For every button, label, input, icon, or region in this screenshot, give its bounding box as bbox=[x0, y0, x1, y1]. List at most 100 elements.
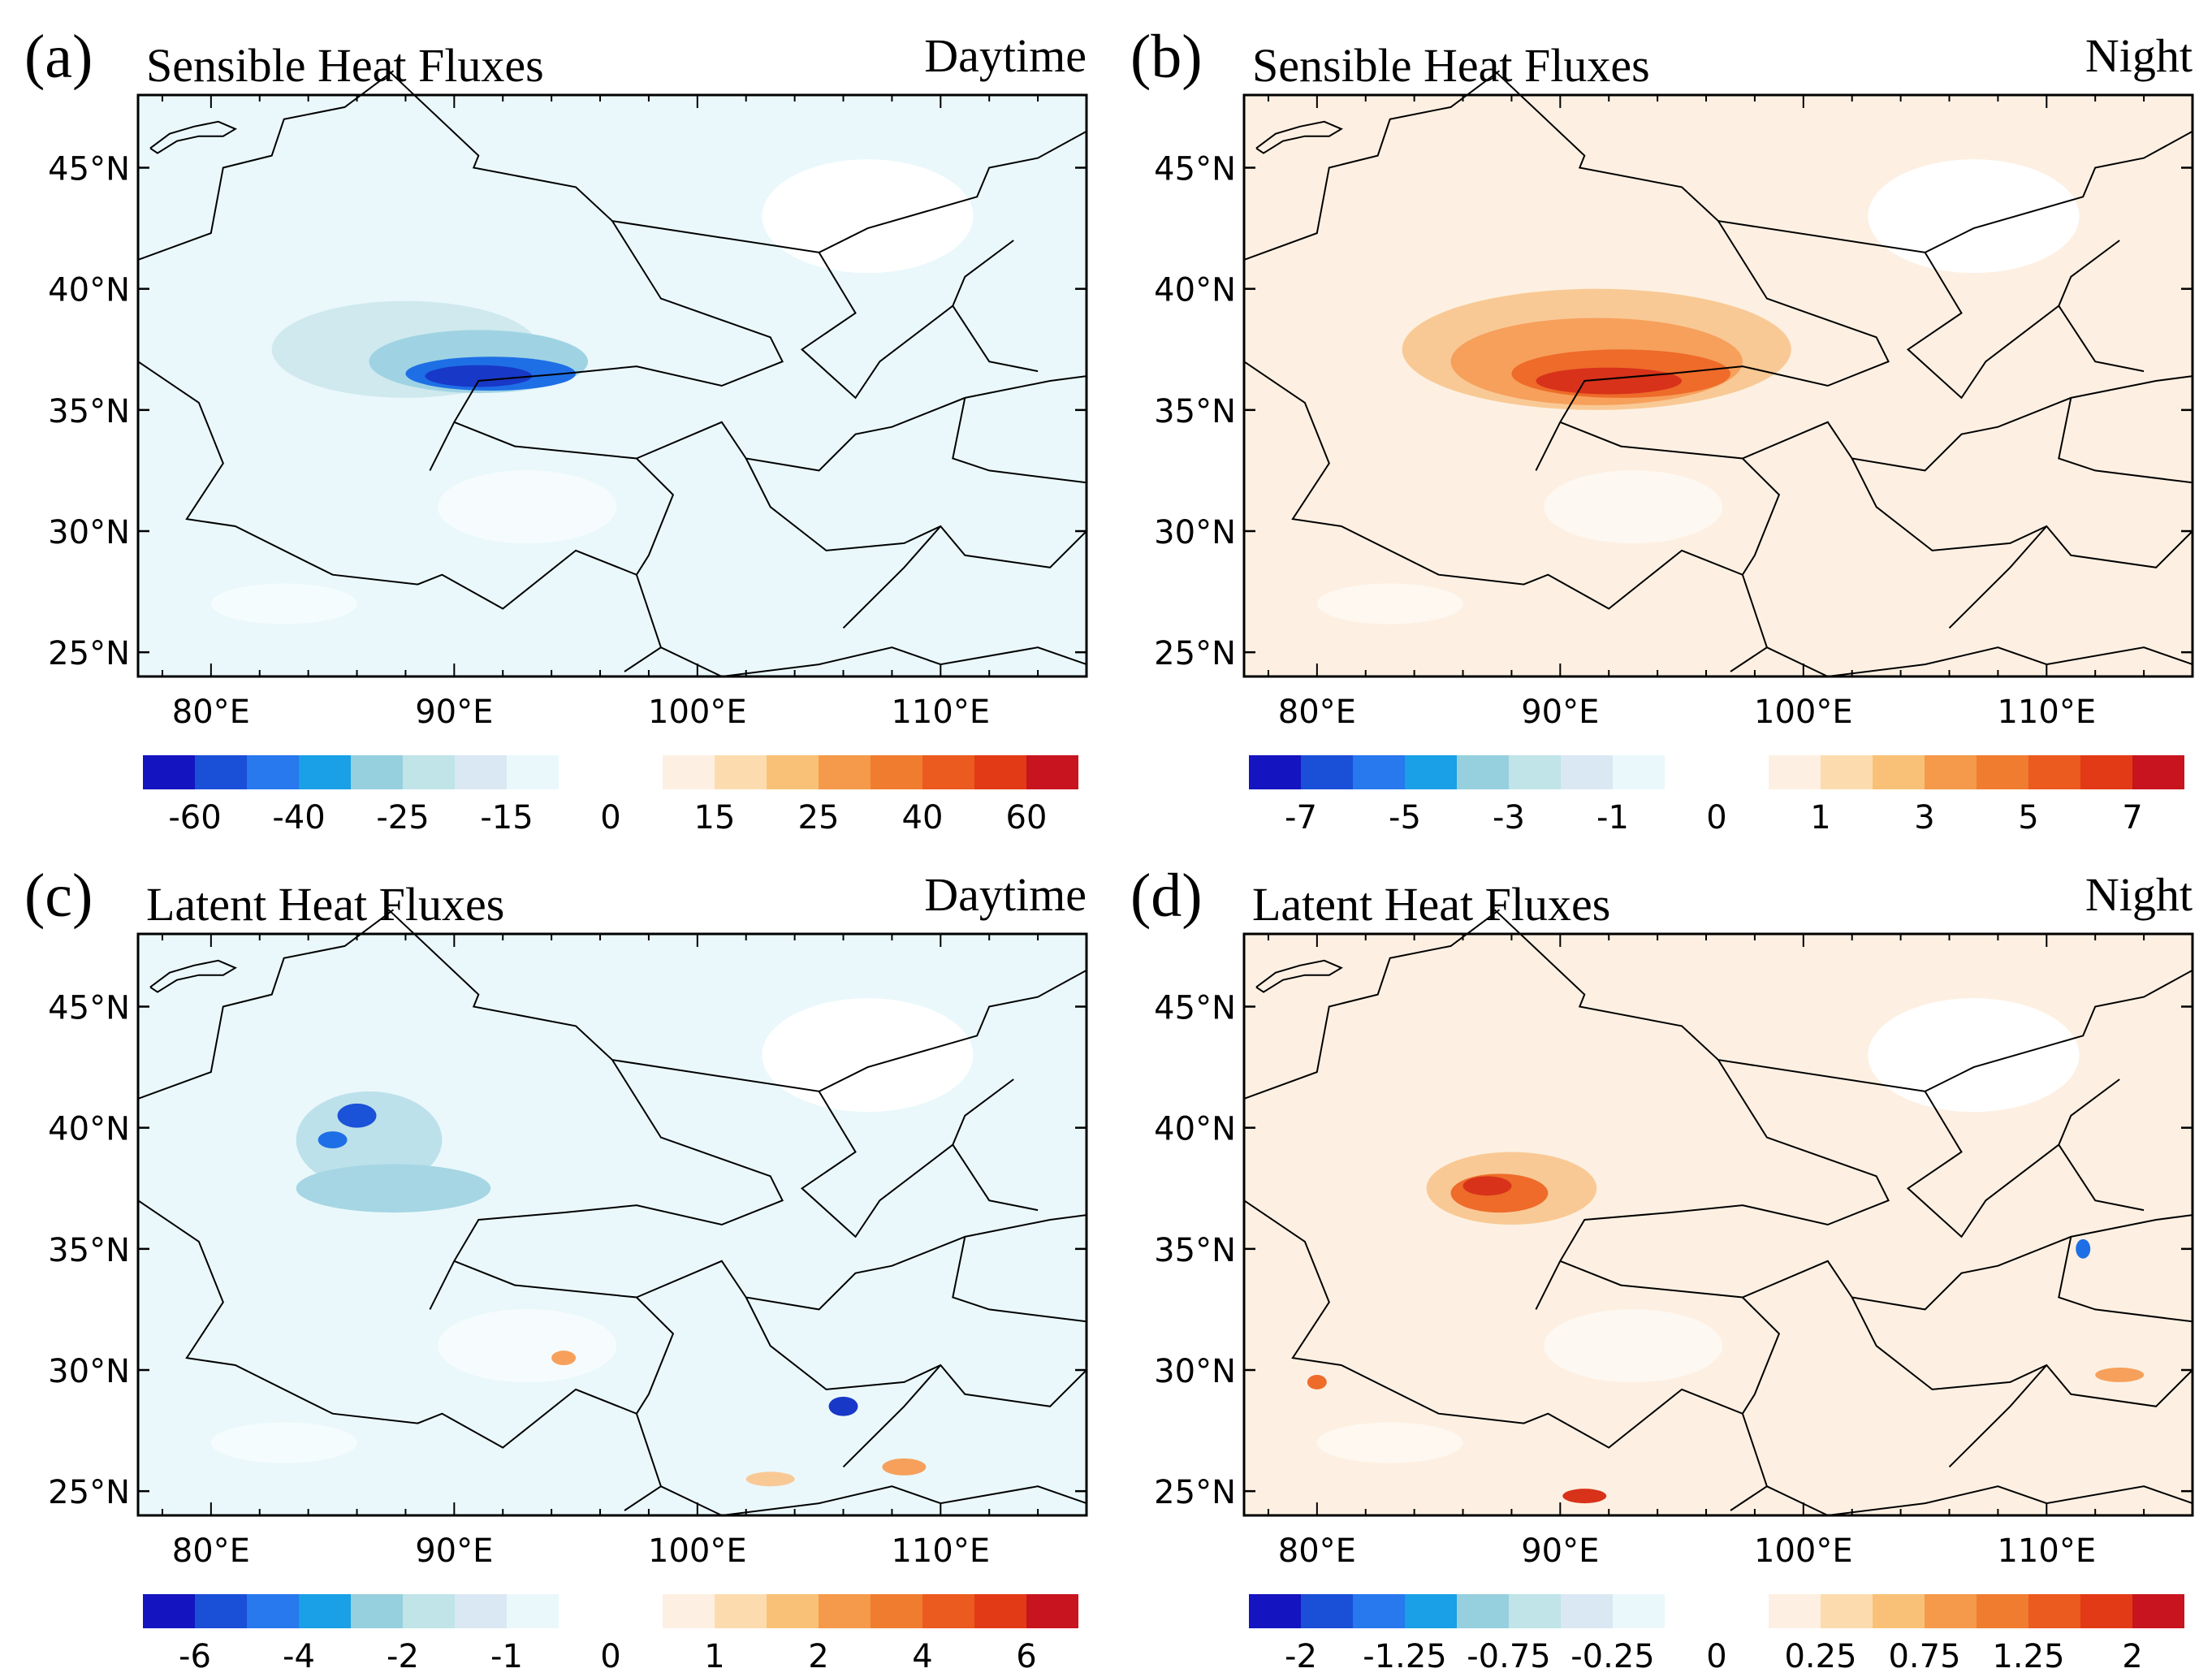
colorbar-label: -7 bbox=[1285, 799, 1317, 836]
colorbar-swatch bbox=[663, 1594, 715, 1628]
country-border bbox=[1243, 1199, 1769, 1511]
map-svg: 45°N 40°N 35°N 30°N 25°N 80°E 90°E 100°E 110°E (a… bbox=[24, 23, 1088, 836]
colorbar-swatch bbox=[1561, 1594, 1613, 1628]
anomaly-blob bbox=[296, 1164, 491, 1213]
colorbar-label: -3 bbox=[1493, 799, 1525, 836]
country-border bbox=[137, 70, 395, 261]
country-border bbox=[453, 421, 675, 576]
country-border bbox=[1742, 375, 2193, 472]
lat-label: 35°N bbox=[1154, 1232, 1236, 1269]
anomaly-blob bbox=[1562, 1489, 1607, 1504]
colorbar-label: -1 bbox=[490, 1638, 523, 1675]
near-zero-region bbox=[438, 1309, 617, 1383]
country-border bbox=[1243, 361, 1769, 672]
colorbar-label: 7 bbox=[2122, 799, 2142, 836]
anomaly-blob bbox=[2095, 1368, 2145, 1382]
country-border bbox=[636, 1214, 1087, 1311]
country-border bbox=[2058, 1144, 2145, 1212]
lat-label: 25°N bbox=[1154, 1474, 1236, 1511]
colorbar-swatch bbox=[1613, 1594, 1665, 1628]
lat-label: 30°N bbox=[1154, 514, 1236, 551]
colorbar-swatch bbox=[1026, 755, 1078, 789]
colorbar-label: 3 bbox=[1914, 799, 1934, 836]
country-border bbox=[2058, 1236, 2193, 1323]
colorbar-label: -2 bbox=[387, 1638, 419, 1675]
lat-label: 40°N bbox=[1154, 272, 1236, 309]
lon-label: 80°E bbox=[172, 694, 250, 731]
colorbar-swatch bbox=[1249, 755, 1301, 789]
colorbar-swatch bbox=[922, 755, 974, 789]
country-border bbox=[137, 909, 395, 1100]
anomaly-blob bbox=[1536, 367, 1683, 395]
colorbar-swatch bbox=[2132, 755, 2184, 789]
colorbar-swatch bbox=[247, 755, 299, 789]
country-border bbox=[952, 1236, 1087, 1323]
country-border bbox=[1742, 1214, 2193, 1311]
colorbar-swatch bbox=[299, 1594, 351, 1628]
colorbar-swatch bbox=[1821, 1594, 1873, 1628]
colorbar-swatch bbox=[922, 1594, 974, 1628]
colorbar-label: -0.25 bbox=[1570, 1638, 1655, 1675]
lat-label: 45°N bbox=[1154, 151, 1236, 188]
colorbar-swatch bbox=[1301, 755, 1353, 789]
map-frame bbox=[1242, 932, 2194, 1517]
lat-label: 35°N bbox=[48, 393, 130, 430]
colorbar-label: 2 bbox=[808, 1638, 828, 1675]
colorbar-swatch bbox=[1026, 1594, 1078, 1628]
country-border bbox=[1243, 909, 1501, 1100]
panel-period: Daytime bbox=[924, 868, 1087, 921]
map-frame bbox=[136, 932, 1088, 1517]
country-border bbox=[1948, 1364, 2048, 1468]
near-zero-region bbox=[1316, 583, 1463, 625]
near-zero-region bbox=[1544, 470, 1723, 544]
lat-label: 25°N bbox=[1154, 635, 1236, 672]
lon-label: 90°E bbox=[415, 1532, 493, 1570]
country-border bbox=[453, 1260, 675, 1415]
panel-b: 45°N 40°N 35°N 30°N 25°N 80°E 90°E 100°E 110°E (b… bbox=[1106, 0, 2212, 838]
colorbar-label: 4 bbox=[912, 1638, 932, 1675]
country-border bbox=[429, 220, 784, 471]
colorbar-label: -5 bbox=[1389, 799, 1421, 836]
lat-label: 30°N bbox=[48, 514, 130, 551]
country-border bbox=[1906, 240, 2120, 400]
panel-d: 45°N 40°N 35°N 30°N 25°N 80°E 90°E 100°E 110°E (d… bbox=[1106, 839, 2212, 1677]
colorbar-swatch bbox=[1613, 755, 1665, 789]
anomaly-blob bbox=[318, 1131, 348, 1149]
lon-label: 80°E bbox=[172, 1532, 250, 1570]
colorbar-swatch bbox=[974, 755, 1026, 789]
map-svg: 45°N 40°N 35°N 30°N 25°N 80°E 90°E 100°E 110°E (c… bbox=[24, 862, 1088, 1675]
colorbar-label: 2 bbox=[2122, 1638, 2142, 1675]
colorbar-swatch bbox=[1769, 1594, 1821, 1628]
panel-title: Sensible Heat Fluxes bbox=[146, 39, 544, 92]
colorbar-label: -1 bbox=[1596, 799, 1629, 836]
colorbar-label: 40 bbox=[902, 799, 944, 836]
colorbar-label: 60 bbox=[1006, 799, 1048, 836]
panel-c: 45°N 40°N 35°N 30°N 25°N 80°E 90°E 100°E 110°E (c… bbox=[0, 839, 1106, 1677]
map-frame bbox=[136, 93, 1088, 678]
colorbar-swatch bbox=[819, 1594, 871, 1628]
panel-letter: (a) bbox=[24, 23, 93, 91]
lat-label: 45°N bbox=[48, 151, 130, 188]
near-zero-region bbox=[210, 1422, 357, 1463]
country-border bbox=[1851, 458, 2193, 568]
colorbar-label: -6 bbox=[179, 1638, 211, 1675]
colorbar-label: -40 bbox=[272, 799, 325, 836]
panel-a: 45°N 40°N 35°N 30°N 25°N 80°E 90°E 100°E 110°E (a… bbox=[0, 0, 1106, 838]
colorbar-label: -60 bbox=[168, 799, 221, 836]
colorbar-swatch bbox=[1509, 755, 1561, 789]
anomaly-blob bbox=[1462, 1176, 1512, 1196]
lon-label: 110°E bbox=[1997, 694, 2096, 731]
colorbar-swatch bbox=[455, 755, 507, 789]
near-zero-region bbox=[210, 583, 357, 625]
panel-period: Night bbox=[2085, 868, 2193, 921]
lon-label: 90°E bbox=[1521, 694, 1599, 731]
colorbar-swatch bbox=[767, 1594, 819, 1628]
lat-label: 40°N bbox=[48, 1111, 130, 1148]
near-zero-region bbox=[1544, 1309, 1723, 1383]
anomaly-blob bbox=[337, 1103, 377, 1128]
colorbar-swatch bbox=[507, 1594, 559, 1628]
lake-outline bbox=[1255, 959, 1344, 993]
country-border bbox=[1906, 1078, 2120, 1238]
colorbar-swatch bbox=[2080, 1594, 2132, 1628]
colorbar-swatch bbox=[403, 755, 455, 789]
